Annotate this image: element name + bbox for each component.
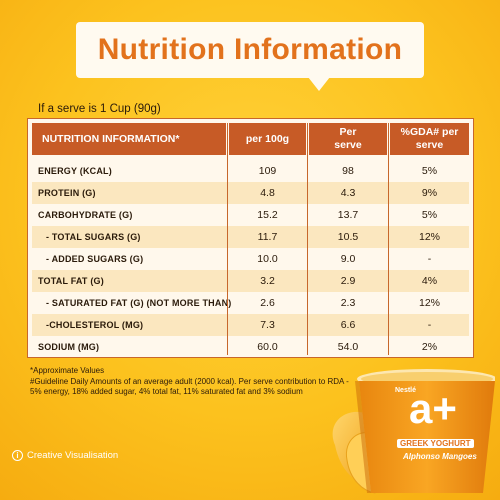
per-100g-value: 2.6 [260, 297, 275, 309]
table-row: CARBOHYDRATE (G) 15.2 13.7 5% [32, 204, 469, 226]
per-100g-value: 4.8 [260, 187, 275, 199]
gda-value: 2% [421, 341, 438, 353]
table-row: -CHOLESTEROL (MG) 7.3 6.6 - [32, 314, 469, 336]
footnotes: *Approximate Values #Guideline Daily Amo… [30, 366, 360, 398]
per-100g-value: 11.7 [257, 231, 278, 243]
gda-value: 5% [421, 209, 438, 221]
table-row: SODIUM (MG) 60.0 54.0 2% [32, 336, 469, 358]
row-label: -CHOLESTEROL (MG) [46, 320, 144, 330]
per-100g-value: 7.3 [260, 319, 275, 331]
yoghurt-cup-illustration [332, 369, 497, 494]
product-flavour: Alphonso Mangoes [403, 452, 477, 461]
column-divider [388, 123, 389, 355]
gda-value: 4% [421, 275, 438, 287]
header-per-100g: per 100g [229, 123, 306, 155]
per-serve-value: 98 [342, 165, 354, 177]
row-label: CARBOHYDRATE (G) [38, 210, 133, 220]
per-100g-value: 60.0 [257, 341, 278, 353]
per-serve-value: 10.5 [337, 231, 359, 243]
per-serve-value: 2.9 [340, 275, 356, 287]
footnote-approx: *Approximate Values [30, 366, 105, 375]
serve-note: If a serve is 1 Cup (90g) [38, 103, 161, 115]
row-label: TOTAL FAT (G) [38, 276, 104, 286]
brand-logo: Nestlé [395, 387, 417, 394]
table-row: - SATURATED FAT (G) (NOT MORE THAN) 2.6 … [32, 292, 469, 314]
creative-visualisation-note: i Creative Visualisation [12, 450, 118, 461]
row-label: ENERGY (KCAL) [38, 166, 112, 176]
row-label: - ADDED SUGARS (G) [46, 254, 144, 264]
gda-value: 9% [421, 187, 438, 199]
page-title: Nutrition Information [97, 33, 403, 66]
row-label: PROTEIN (G) [38, 188, 96, 198]
per-serve-value: 4.3 [340, 187, 356, 199]
column-divider [307, 123, 308, 355]
header-nutrition-info: NUTRITION INFORMATION* [32, 123, 226, 155]
gda-value: 5% [421, 165, 438, 177]
table-row: ENERGY (KCAL) 109 98 5% [32, 160, 469, 182]
gda-value: 12% [418, 231, 440, 243]
title-banner: Nutrition Information [76, 22, 424, 91]
per-100g-value: 10.0 [257, 253, 278, 265]
row-label: - TOTAL SUGARS (G) [46, 232, 141, 242]
table-row: - TOTAL SUGARS (G) 11.7 10.5 12% [32, 226, 469, 248]
product-image: Nestlé a+ GREEK YOGHURT Alphonso Mangoes [325, 365, 497, 495]
creative-label: Creative Visualisation [27, 450, 119, 461]
footnote-gda: #Guideline Daily Amounts of an average a… [30, 376, 349, 397]
per-serve-value: 54.0 [337, 341, 359, 353]
per-serve-value: 6.6 [340, 319, 356, 331]
product-name-logo: a+ [409, 385, 457, 432]
gda-value: - [427, 253, 432, 265]
header-per-serve: Per serve [309, 123, 387, 155]
per-serve-value: 13.7 [337, 209, 359, 221]
column-divider [227, 123, 228, 355]
row-label: SODIUM (MG) [38, 342, 100, 352]
per-serve-value: 2.3 [340, 297, 356, 309]
gda-value: - [427, 319, 432, 331]
header-gda: %GDA# per serve [390, 123, 469, 155]
info-icon: i [12, 450, 23, 461]
per-serve-value: 9.0 [340, 253, 356, 265]
per-100g-value: 109 [258, 165, 277, 177]
gda-value: 12% [418, 297, 440, 309]
product-variant: GREEK YOGHURT [397, 439, 474, 448]
row-label: - SATURATED FAT (G) (NOT MORE THAN) [46, 298, 232, 308]
table-row: - ADDED SUGARS (G) 10.0 9.0 - [32, 248, 469, 270]
table-row: PROTEIN (G) 4.8 4.3 9% [32, 182, 469, 204]
per-100g-value: 3.2 [260, 275, 275, 287]
per-100g-value: 15.2 [257, 209, 278, 221]
table-row: TOTAL FAT (G) 3.2 2.9 4% [32, 270, 469, 292]
nutrition-table: NUTRITION INFORMATION* per 100g Per serv… [27, 118, 474, 358]
